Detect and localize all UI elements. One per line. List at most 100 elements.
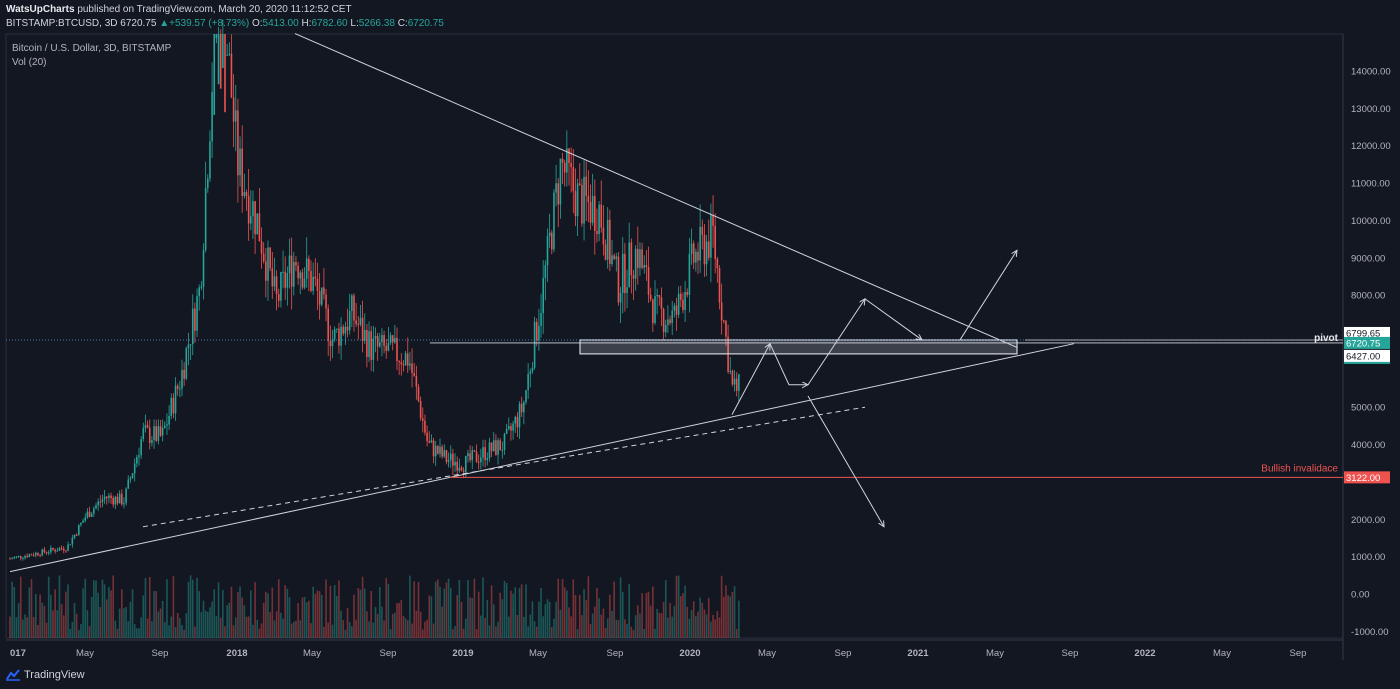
volume-bar: [574, 594, 577, 638]
volume-bar: [359, 589, 362, 638]
candle-body: [200, 286, 203, 288]
x-tick-label: 2022: [1134, 648, 1155, 659]
volume-bar: [250, 590, 252, 638]
volume-bar: [78, 629, 80, 638]
volume-bar: [568, 607, 570, 638]
x-tick-label: May: [758, 648, 776, 659]
volume-bar: [187, 581, 190, 638]
candle-body: [363, 329, 366, 341]
volume-bar: [351, 626, 353, 638]
candles: [9, 19, 740, 561]
price-chart[interactable]: 14000.00 13000.00 12000.00 11000.00 10000.00…: [0, 0, 1400, 664]
volume-bar: [710, 621, 712, 638]
candle-body: [660, 297, 663, 309]
volume-bar: [434, 581, 437, 638]
volume-bar: [355, 619, 357, 638]
candle-body: [108, 495, 110, 499]
volume-bar: [469, 597, 471, 638]
volume-bar: [11, 581, 13, 638]
candle-body: [718, 268, 721, 303]
y-tick-label: 4000.00: [1351, 440, 1385, 451]
volume-bar: [86, 610, 89, 638]
volume-bar: [54, 589, 56, 638]
candle-body: [168, 416, 170, 425]
volume-bar: [535, 626, 538, 638]
candle-body: [35, 552, 37, 556]
volume-bar: [209, 607, 211, 638]
high-label: H:: [301, 18, 312, 29]
volume-bar: [695, 615, 697, 638]
candle-body: [376, 336, 379, 347]
candle-body: [271, 268, 274, 287]
volume-bar: [426, 619, 428, 638]
volume-bar: [172, 576, 175, 638]
pivot-label: pivot: [1314, 333, 1339, 344]
candle-body: [176, 385, 179, 389]
volume-bar: [73, 603, 76, 638]
volume-bar: [714, 619, 716, 638]
candle-body: [514, 416, 517, 424]
candle-body: [118, 493, 121, 504]
volume-bar: [561, 579, 564, 638]
volume-bar: [58, 575, 61, 638]
volume-bar: [325, 579, 327, 638]
time-axis[interactable]: 017 May Sep 2018 May Sep 2019 May Sep 2020 May Sep 2…: [10, 648, 1306, 659]
candle-body: [243, 192, 246, 197]
volume-bar: [658, 612, 661, 638]
candle-body: [219, 34, 222, 89]
volume-bar: [329, 585, 332, 638]
candle-body: [228, 53, 231, 55]
volume-bar: [430, 596, 433, 638]
candle-body: [338, 328, 340, 346]
candle-body: [729, 371, 732, 373]
author-name[interactable]: WatsUpCharts: [6, 4, 75, 15]
drawings[interactable]: [6, 33, 1343, 573]
candle-body: [705, 241, 708, 265]
tradingview-label: TradingView: [24, 669, 85, 681]
x-tick-label: Sep: [152, 648, 169, 659]
volume-bar: [398, 602, 400, 638]
volume-bar: [191, 579, 194, 638]
candle-body: [538, 325, 540, 341]
candle-body: [501, 449, 504, 451]
volume-bar: [118, 608, 121, 638]
candle-body: [43, 549, 46, 553]
candle-body: [533, 321, 536, 368]
volume-bar: [247, 616, 250, 638]
volume-bar: [93, 580, 95, 638]
projection-arrow: [959, 250, 1017, 341]
volume-bar: [518, 588, 521, 638]
candle-body: [662, 308, 665, 333]
candle-body: [73, 534, 76, 539]
candle-body: [80, 522, 82, 525]
volume-bar: [108, 586, 110, 638]
volume-bar: [252, 624, 254, 638]
candle-body: [39, 555, 41, 557]
y-tick-label: 8000.00: [1351, 291, 1385, 302]
candle-body: [211, 91, 213, 142]
candle-body: [140, 439, 142, 456]
volume-bar: [144, 577, 147, 638]
volume-bar: [501, 599, 504, 638]
candle-body: [701, 226, 704, 235]
volume-bar: [338, 580, 340, 638]
candle-body: [488, 442, 491, 459]
volume-bar: [514, 587, 517, 638]
volume-bar: [729, 596, 732, 638]
candle-body: [680, 293, 682, 300]
ohlc-line: BITSTAMP:BTCUSD, 3D 6720.75 ▲+539.57 (+8…: [6, 18, 444, 29]
candle-body: [707, 241, 710, 258]
volume-bar: [424, 621, 426, 638]
symbol-label[interactable]: BITSTAMP:BTCUSD, 3D: [6, 18, 118, 29]
candle-body: [151, 440, 153, 443]
plot-area: [5, 33, 1344, 639]
volume-bar: [727, 595, 729, 638]
volume-bar: [718, 617, 721, 638]
candle-body: [570, 163, 572, 168]
candle-body: [542, 278, 544, 313]
tradingview-brand[interactable]: TradingView: [6, 669, 85, 681]
candle-body: [114, 496, 117, 505]
candle-body: [65, 550, 67, 552]
volume-bar: [624, 619, 626, 638]
volume-bar: [164, 622, 166, 638]
